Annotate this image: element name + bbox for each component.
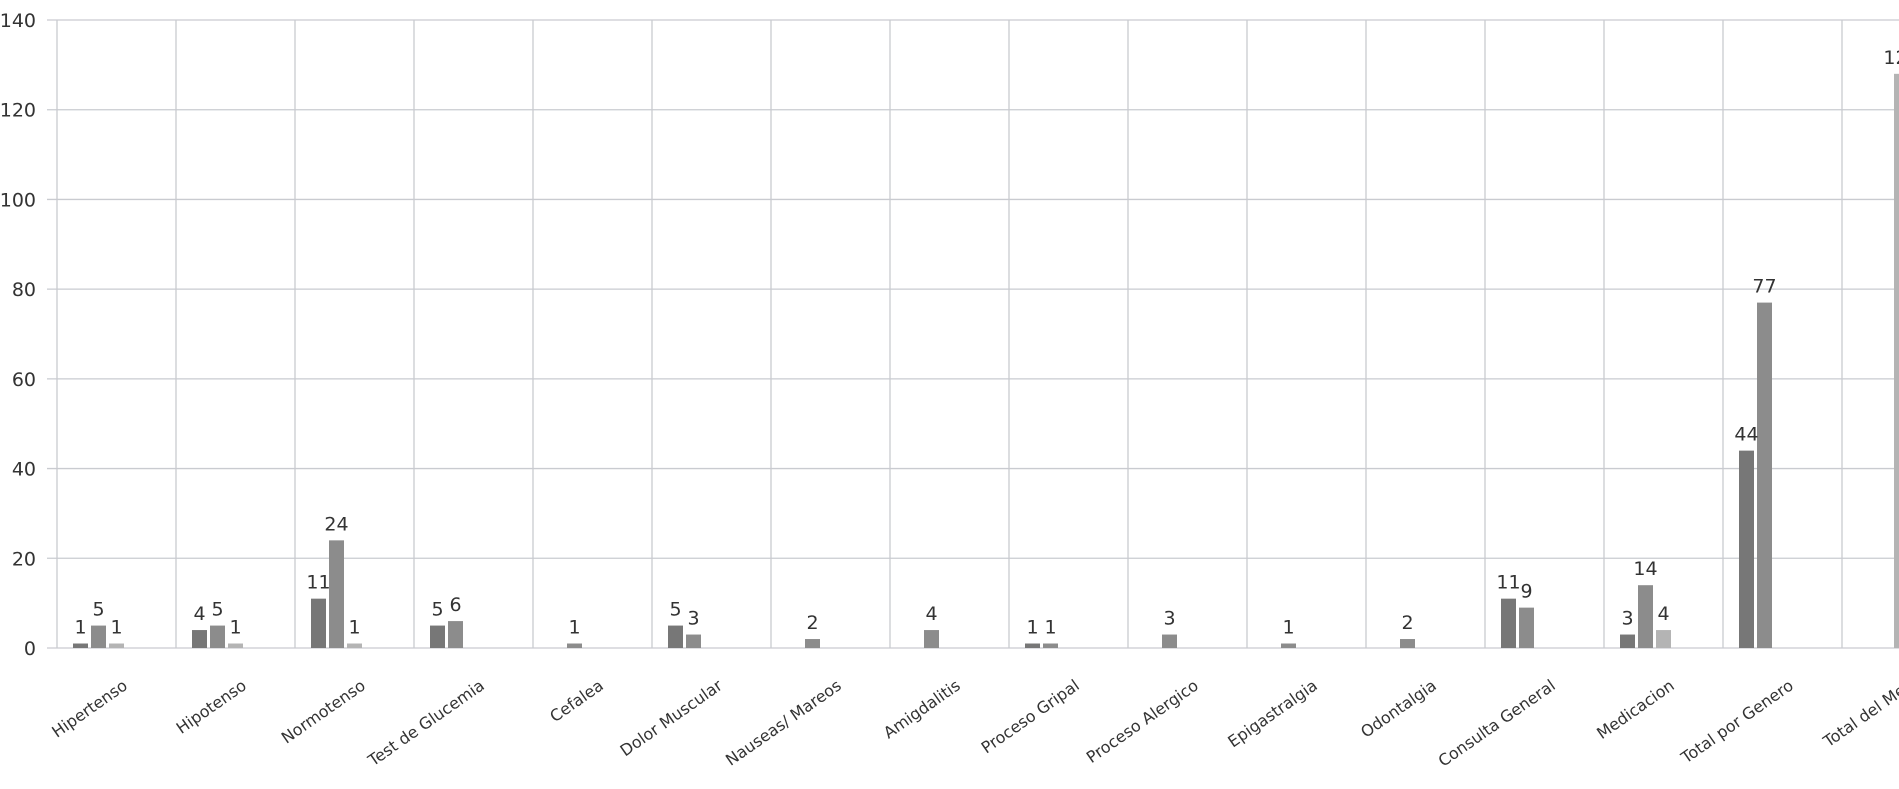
bar <box>1043 643 1058 648</box>
x-tick-label: Amigdalitis <box>880 676 964 743</box>
bar <box>924 630 939 648</box>
bar <box>347 643 362 648</box>
x-tick-label: Hipotenso <box>173 676 250 738</box>
data-label: 3 <box>1163 608 1175 630</box>
y-tick-label: 60 <box>12 369 36 391</box>
x-tick-label: Proceso Gripal <box>978 676 1083 758</box>
data-label: 4 <box>193 603 205 625</box>
x-tick-label: Total por Genero <box>1677 676 1797 768</box>
data-label: 3 <box>687 608 699 630</box>
y-tick-label: 140 <box>0 10 36 32</box>
data-label: 44 <box>1734 424 1758 446</box>
data-label: 9 <box>1520 581 1532 603</box>
data-label: 5 <box>92 599 104 621</box>
bar <box>91 625 106 648</box>
data-label: 2 <box>806 612 818 634</box>
bar <box>73 643 88 648</box>
bar <box>1757 302 1772 648</box>
x-tick-label: Test de Glucemia <box>364 676 488 771</box>
data-label: 1 <box>74 617 86 639</box>
data-label: 77 <box>1752 276 1776 298</box>
bar <box>1281 643 1296 648</box>
y-tick-label: 20 <box>12 548 36 570</box>
data-label: 1 <box>1282 617 1294 639</box>
bar <box>1400 639 1415 648</box>
bar <box>210 625 225 648</box>
data-label: 1 <box>348 617 360 639</box>
x-tick-label: Dolor Muscular <box>617 675 727 760</box>
bar <box>1894 73 1899 649</box>
y-tick-label: 40 <box>12 459 36 481</box>
bar <box>1656 630 1671 648</box>
data-label: 11 <box>1496 572 1520 594</box>
bar <box>567 643 582 648</box>
bar <box>228 643 243 648</box>
bar <box>430 625 445 648</box>
data-label: 1 <box>568 617 580 639</box>
y-tick-label: 120 <box>0 100 36 122</box>
x-tick-label: Odontalgia <box>1357 676 1440 742</box>
grid-layer <box>47 19 1899 649</box>
bar <box>448 621 463 648</box>
bar <box>1620 634 1635 648</box>
bar <box>192 630 207 648</box>
data-label: 1 <box>1044 617 1056 639</box>
bar <box>668 625 683 648</box>
y-tick-label: 100 <box>0 189 36 211</box>
data-label: 1 <box>110 617 122 639</box>
bar <box>1162 634 1177 648</box>
x-tick-label: Hipertenso <box>48 676 131 742</box>
data-label: 1 <box>229 617 241 639</box>
data-label: 5 <box>431 599 443 621</box>
data-label: 5 <box>211 599 223 621</box>
x-tick-label: Proceso Alergico <box>1083 676 1202 767</box>
x-tick-label: Epigastralgia <box>1224 676 1321 752</box>
data-label: 3 <box>1621 608 1633 630</box>
bar <box>805 639 820 648</box>
bar <box>1519 607 1534 648</box>
bar <box>109 643 124 648</box>
x-tick-label: Consulta General <box>1435 676 1559 771</box>
bar <box>329 540 344 648</box>
data-label: 128 <box>1883 47 1899 69</box>
x-tick-label: Total del Mes <box>1819 676 1899 752</box>
y-tick-label: 80 <box>12 279 36 301</box>
x-tick-label: Medicacion <box>1593 676 1678 743</box>
bar <box>1739 450 1754 648</box>
y-tick-label: 0 <box>24 638 36 660</box>
bar <box>1501 598 1516 648</box>
bar <box>1638 585 1653 648</box>
data-label: 1 <box>1026 617 1038 639</box>
x-tick-label: Normotenso <box>278 676 369 748</box>
data-label: 24 <box>324 513 348 535</box>
data-label: 14 <box>1633 558 1657 580</box>
bar <box>1025 643 1040 648</box>
data-label: 4 <box>925 603 937 625</box>
data-label: 4 <box>1657 603 1669 625</box>
bar-layer <box>73 73 1899 649</box>
data-label: 2 <box>1401 612 1413 634</box>
data-label: 6 <box>449 594 461 616</box>
bar <box>311 598 326 648</box>
data-label: 5 <box>669 599 681 621</box>
bar <box>686 634 701 648</box>
x-tick-label: Nauseas/ Mareos <box>722 676 845 770</box>
x-tick-label: Cefalea <box>546 676 606 726</box>
data-label: 11 <box>306 572 330 594</box>
